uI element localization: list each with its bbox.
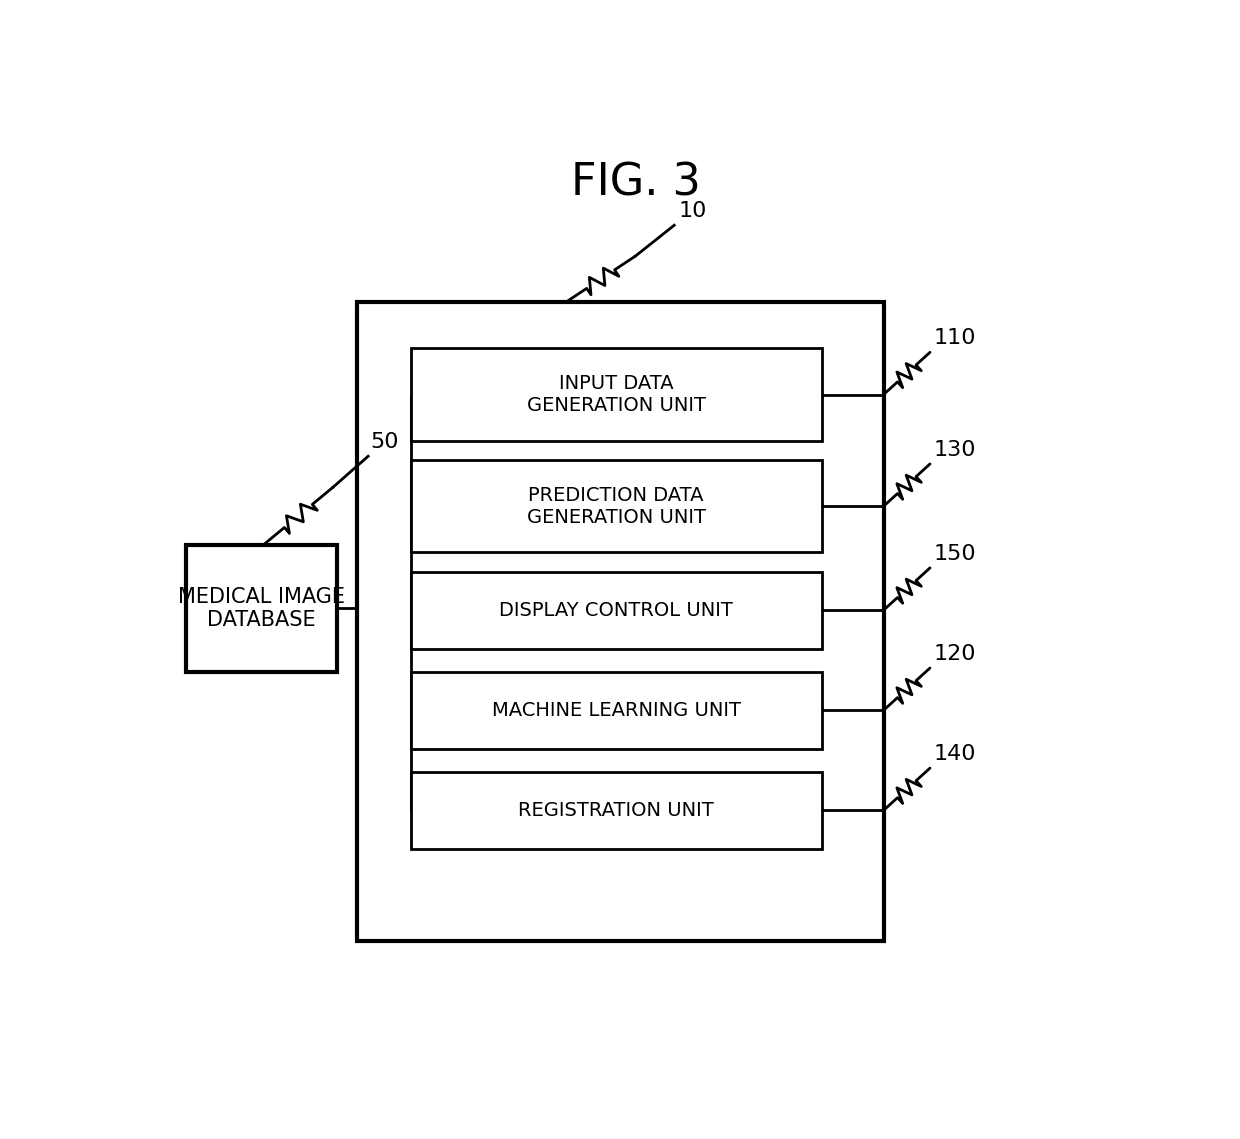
Bar — [410, 349, 821, 441]
Text: 110: 110 — [934, 328, 976, 349]
Bar — [357, 302, 883, 941]
Text: INPUT DATA
GENERATION UNIT: INPUT DATA GENERATION UNIT — [527, 374, 706, 415]
Text: PREDICTION DATA
GENERATION UNIT: PREDICTION DATA GENERATION UNIT — [527, 485, 706, 526]
Bar — [410, 772, 821, 849]
Bar — [410, 572, 821, 649]
Text: 150: 150 — [934, 544, 977, 564]
Text: MEDICAL IMAGE
DATABASE: MEDICAL IMAGE DATABASE — [179, 587, 345, 630]
Text: 10: 10 — [678, 202, 707, 221]
Text: 130: 130 — [934, 440, 976, 460]
Bar — [186, 544, 337, 672]
Text: MACHINE LEARNING UNIT: MACHINE LEARNING UNIT — [491, 700, 740, 720]
Text: FIG. 3: FIG. 3 — [570, 162, 701, 204]
Text: DISPLAY CONTROL UNIT: DISPLAY CONTROL UNIT — [500, 600, 733, 620]
Bar — [410, 672, 821, 748]
Text: 120: 120 — [934, 645, 976, 664]
Text: 140: 140 — [934, 744, 976, 764]
Bar — [410, 460, 821, 552]
Text: 50: 50 — [371, 433, 399, 452]
Text: REGISTRATION UNIT: REGISTRATION UNIT — [518, 801, 714, 820]
